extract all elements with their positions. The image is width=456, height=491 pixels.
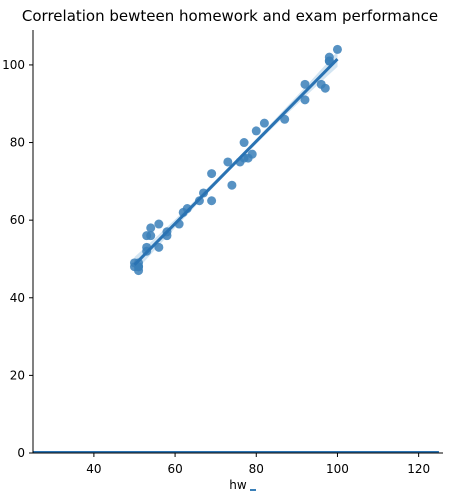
data-point: [332, 44, 342, 54]
y-tick-label: 20: [10, 368, 25, 382]
y-tick-label: 80: [10, 136, 25, 150]
data-point: [300, 79, 310, 89]
data-point: [280, 114, 290, 124]
data-point: [239, 138, 249, 148]
data-point: [146, 223, 156, 233]
data-point: [207, 196, 217, 206]
data-point: [247, 149, 257, 159]
data-point: [259, 118, 269, 128]
x-tick-label: 120: [407, 462, 430, 476]
data-point: [320, 83, 330, 93]
data-point: [154, 242, 164, 252]
x-axis-title: hw: [229, 478, 247, 491]
y-tick-label: 0: [17, 446, 25, 460]
data-point: [154, 219, 164, 229]
x-tick-label: 60: [167, 462, 182, 476]
regression-line-layer: [133, 58, 339, 266]
regression-line: [133, 58, 339, 266]
y-tick-label: 100: [2, 58, 25, 72]
data-point: [223, 157, 233, 167]
data-point: [207, 169, 217, 179]
axes-layer: 0 20 40 60 80 100 40 60 80 100 120: [2, 30, 443, 476]
y-tick-label: 60: [10, 213, 25, 227]
x-tick-label: 80: [249, 462, 264, 476]
data-point: [251, 126, 261, 136]
x-tick-label: 100: [326, 462, 349, 476]
x-tick-label: 40: [86, 462, 101, 476]
data-point: [227, 180, 237, 190]
y-tick-label: 40: [10, 291, 25, 305]
data-point: [300, 95, 310, 105]
data-point: [146, 231, 156, 241]
chart-title: Correlation bewteen homework and exam pe…: [22, 7, 438, 25]
